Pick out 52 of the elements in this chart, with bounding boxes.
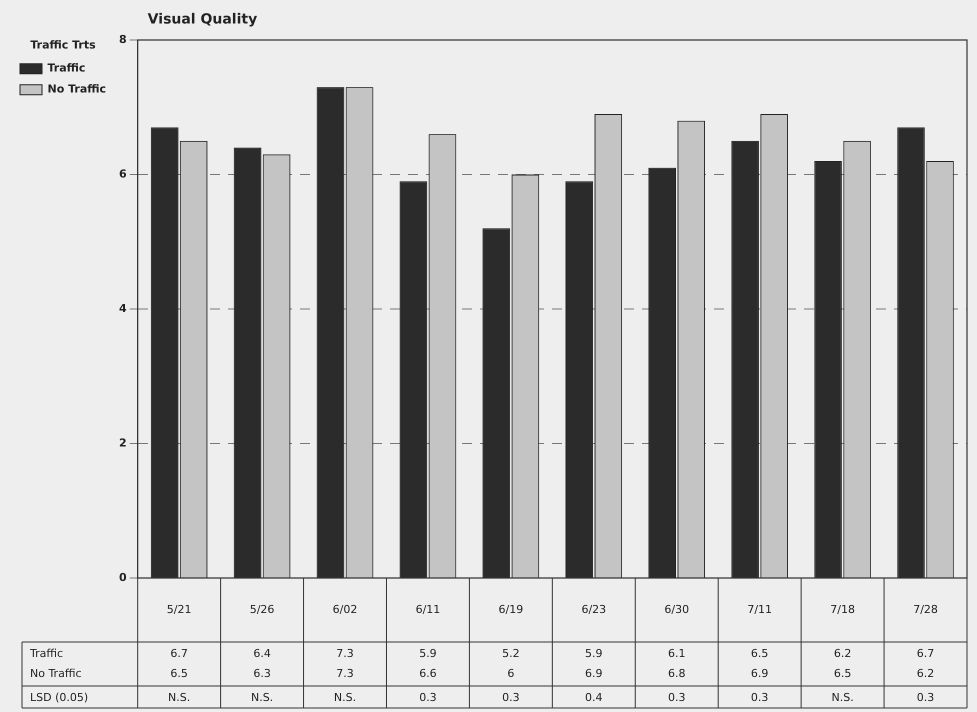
data-label: 6.7 [916,646,934,660]
data-label: 6.3 [253,666,271,680]
data-label: 6.5 [834,666,852,680]
data-label: 6.5 [170,666,188,680]
text: 0.3 [668,690,686,704]
data-label: 6.7 [170,646,188,660]
text: 0.3 [419,690,437,704]
legend-label: No Traffic [48,82,106,96]
x-tick-label: 6/11 [416,602,440,616]
data-label: 6.5 [750,646,768,660]
x-tick-label: 5/21 [166,602,192,616]
text: Traffic [30,646,64,660]
text: N.S. [168,690,190,704]
data-label: 5.9 [585,646,603,660]
legend-label: Traffic [48,62,86,75]
x-tick-label: 6/19 [498,602,524,616]
data-label: 6.1 [668,646,686,660]
text: N.S. [250,690,274,704]
text: N.S. [831,690,854,704]
y-tick-label: 6 [119,167,128,180]
legend-title: Traffic Trts [30,38,96,52]
y-tick-label: 2 [119,436,127,450]
x-tick-label: 7/11 [747,602,772,616]
data-label: 6.9 [750,666,768,680]
data-label: 6.9 [585,666,603,680]
x-tick-label: 6/30 [664,602,690,616]
x-tick-label: 7/28 [913,602,938,616]
data-label: 6.2 [834,646,852,660]
data-label: 6 [507,666,514,680]
y-tick-label: 8 [119,32,127,46]
y-tick-label: 4 [119,302,128,315]
data-label: 7.3 [336,666,354,680]
data-label: 6.8 [668,666,686,680]
data-label: 5.9 [419,646,437,660]
data-label: 6.4 [253,646,271,660]
text: 0.3 [502,690,520,704]
data-label: 5.2 [502,646,520,660]
x-tick-label: 6/23 [581,602,606,616]
text: 0.4 [585,690,603,704]
data-label: 7.3 [336,646,354,660]
data-label: 6.6 [419,666,437,680]
x-tick-label: 5/26 [250,602,274,616]
text: 0.3 [750,690,768,704]
text: 0.3 [916,690,934,704]
x-tick-label: 6/02 [332,602,358,616]
chart-title: Visual Quality [148,12,258,28]
text: N.S. [334,690,356,704]
x-tick-label: 7/18 [830,602,855,616]
text: LSD (0.05) [30,690,88,704]
text: No Traffic [30,666,82,680]
y-tick-label: 0 [119,570,128,584]
data-label: 6.2 [916,666,934,680]
